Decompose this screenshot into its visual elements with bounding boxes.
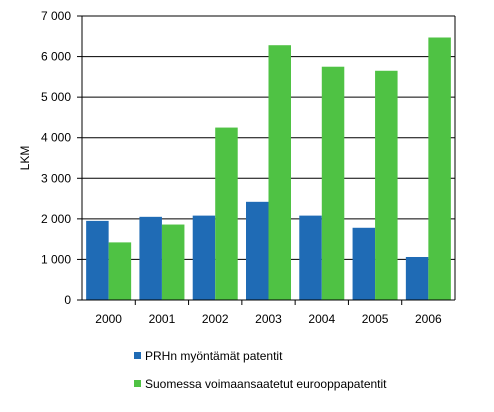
bar-eurooppa-2002 — [215, 127, 238, 300]
bar-eurooppa-2000 — [108, 242, 132, 300]
x-tick-label: 2000 — [95, 312, 122, 326]
x-tick-label: 2004 — [308, 312, 335, 326]
x-tick-label: 2001 — [149, 312, 176, 326]
bar-prh-2001 — [139, 216, 162, 300]
y-axis-label: LKM — [18, 146, 32, 171]
bar-eurooppa-2003 — [268, 45, 291, 301]
x-tick-labels: 2000 2001 2002 2003 2004 2005 2006 — [95, 300, 442, 326]
bar-prh-2004 — [299, 215, 322, 300]
y-tick-label: 7 000 — [41, 9, 71, 23]
y-tick-label: 0 — [64, 293, 71, 307]
bar-eurooppa-2006 — [428, 37, 451, 300]
bar-eurooppa-2005 — [375, 70, 398, 301]
y-tick-label: 5 000 — [41, 90, 71, 104]
y-tick-label: 2 000 — [41, 212, 71, 226]
axes — [81, 15, 456, 301]
legend: PRHn myöntämät patentit Suomessa voimaans… — [134, 349, 387, 391]
bars — [86, 37, 451, 301]
y-tick-label: 6 000 — [41, 50, 71, 64]
legend-swatch — [134, 380, 141, 387]
bar-eurooppa-2001 — [161, 224, 185, 300]
x-tick-label: 2002 — [202, 312, 229, 326]
bar-prh-2003 — [246, 201, 269, 300]
bar-prh-2005 — [352, 227, 376, 300]
legend-label: PRHn myöntämät patentit — [145, 349, 283, 363]
bar-prh-2006 — [405, 256, 429, 300]
bar-eurooppa-2004 — [321, 66, 345, 300]
bar-prh-2000 — [86, 220, 109, 300]
y-tick-label: 3 000 — [41, 171, 71, 185]
x-tick-label: 2005 — [362, 312, 389, 326]
y-tick-label: 4 000 — [41, 131, 71, 145]
y-tick-label: 1 000 — [41, 252, 71, 266]
bar-prh-2002 — [192, 215, 216, 300]
x-tick-label: 2006 — [415, 312, 442, 326]
legend-label: Suomessa voimaansaatetut eurooppapatenti… — [145, 377, 387, 391]
y-tick-labels: 0 1 000 2 000 3 000 4 000 5 000 6 000 7 000 — [41, 9, 82, 307]
x-tick-label: 2003 — [255, 312, 282, 326]
legend-swatch — [134, 352, 141, 359]
